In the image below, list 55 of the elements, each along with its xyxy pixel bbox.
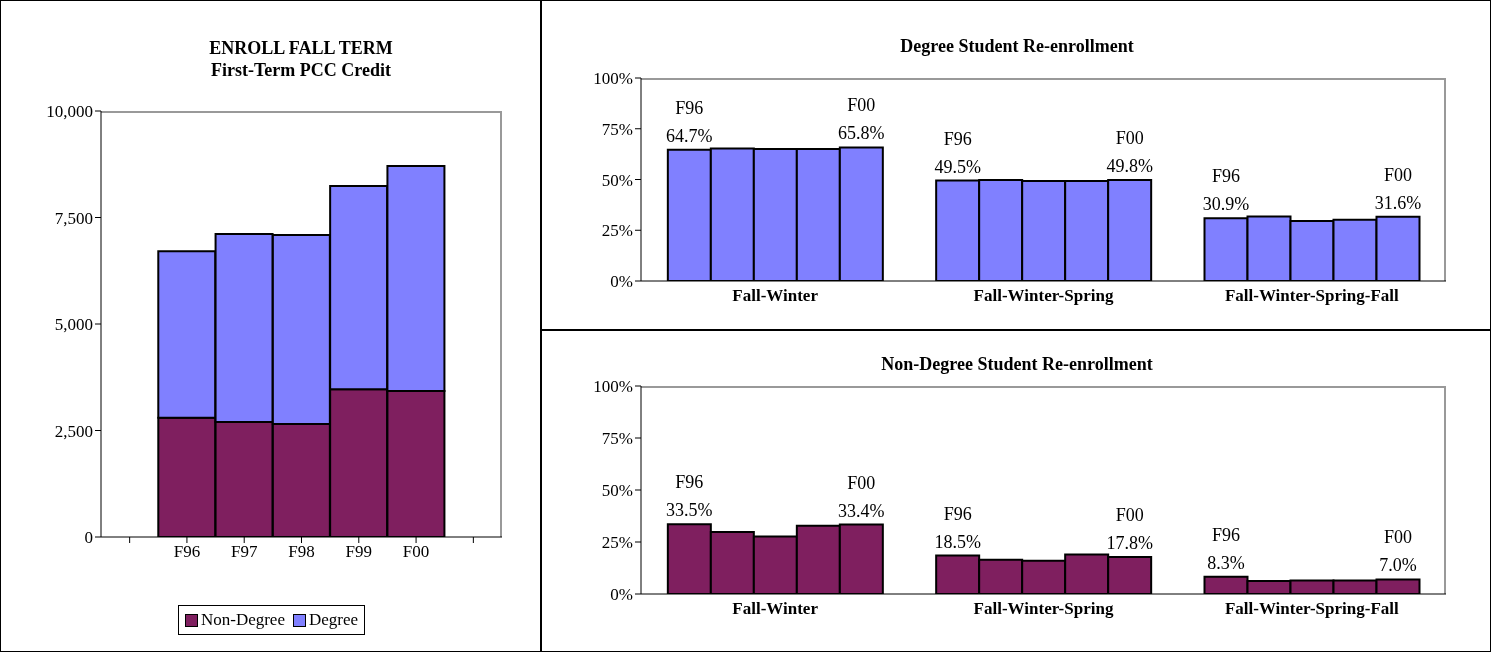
text: F00: [1383, 164, 1413, 185]
y-tick-label: 25%: [601, 533, 633, 553]
data-label: 64.7%: [666, 125, 713, 146]
chart-title: ENROLL FALL TERM First-Term PCC Credit: [208, 37, 394, 81]
y-tick-label: 75%: [601, 119, 633, 139]
legend-label: Non-Degree: [200, 610, 285, 630]
text: F96: [943, 128, 972, 149]
data-label: 7.0%: [1379, 555, 1417, 576]
x-tick-label: Fall-Winter: [732, 286, 819, 306]
series-label: F96: [675, 97, 704, 118]
series-label: F00: [847, 95, 876, 116]
text: F96: [675, 472, 704, 493]
data-label: 31.6%: [1374, 192, 1422, 213]
series-label: F00: [847, 472, 876, 493]
chart-title: Degree Student Re-enrollment: [899, 35, 1135, 57]
y-tick-label: 7,500: [54, 208, 93, 228]
legend-label: Degree: [308, 610, 359, 630]
x-tick-label: Fall-Winter-Spring-Fall: [1224, 286, 1399, 306]
y-tick-label: 50%: [601, 170, 633, 190]
data-label: 65.8%: [838, 123, 885, 144]
data-label: 8.3%: [1207, 552, 1245, 573]
y-tick-label: 10,000: [46, 102, 93, 122]
x-tick-label: F97: [230, 542, 258, 562]
y-tick-label: 0%: [610, 272, 633, 292]
data-label: 33.4%: [838, 500, 885, 521]
y-tick-label: 75%: [601, 429, 633, 449]
data-label: 49.5%: [934, 156, 981, 177]
x-tick-label: F96: [173, 542, 201, 562]
y-tick-label: 50%: [601, 481, 633, 501]
y-tick-label: 2,500: [54, 421, 93, 441]
data-label: 17.8%: [1106, 532, 1153, 553]
series-label: F96: [943, 503, 972, 524]
data-label: 18.5%: [934, 531, 981, 552]
x-tick-label: F98: [288, 542, 315, 562]
y-tick-label: 25%: [601, 221, 633, 241]
data-label: 49.8%: [1106, 155, 1153, 176]
text: F96: [1211, 166, 1241, 187]
x-tick-label: Fall-Winter-Spring-Fall: [1224, 599, 1399, 619]
data-label: 33.5%: [666, 500, 713, 521]
y-tick-label: 5,000: [54, 315, 93, 335]
x-tick-label: F99: [345, 542, 373, 562]
x-tick-label: Fall-Winter-Spring: [973, 286, 1114, 306]
y-tick-label: 0: [84, 528, 93, 548]
text: F96: [1211, 524, 1241, 545]
x-tick-label: F00: [402, 542, 430, 562]
x-tick-label: Fall-Winter: [732, 599, 819, 619]
y-tick-label: 100%: [593, 69, 633, 89]
y-tick-label: 100%: [593, 377, 633, 397]
text: F00: [1115, 504, 1144, 525]
text: F00: [1383, 527, 1413, 548]
y-tick-label: 0%: [610, 585, 633, 605]
data-label: 30.9%: [1202, 194, 1250, 215]
text: F00: [1115, 127, 1144, 148]
x-tick-label: Fall-Winter-Spring: [973, 599, 1114, 619]
chart-title: Non-Degree Student Re-enrollment: [880, 353, 1154, 375]
